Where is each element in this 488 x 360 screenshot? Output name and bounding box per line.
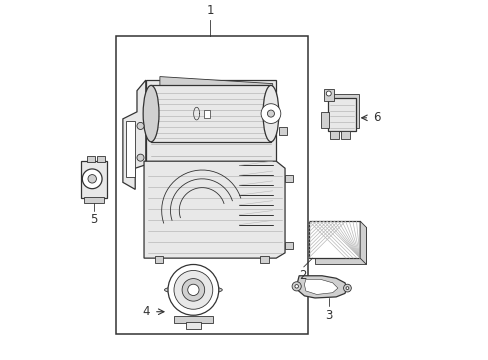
Polygon shape [145, 80, 276, 165]
Polygon shape [328, 98, 355, 131]
Bar [174, 316, 212, 323]
Bar [260, 256, 268, 263]
Circle shape [291, 282, 301, 291]
Bar [279, 127, 286, 135]
Polygon shape [144, 161, 285, 258]
Polygon shape [122, 80, 145, 189]
Polygon shape [315, 228, 366, 265]
Polygon shape [160, 77, 272, 140]
Bar [285, 242, 292, 249]
Circle shape [294, 284, 298, 288]
Text: 4: 4 [142, 305, 149, 318]
Circle shape [174, 270, 212, 309]
Bar [285, 175, 292, 183]
Circle shape [168, 265, 218, 315]
Polygon shape [151, 85, 270, 142]
Bar [84, 197, 103, 203]
Circle shape [88, 175, 96, 183]
Bar [341, 131, 349, 139]
Text: 5: 5 [90, 213, 98, 226]
Text: 6: 6 [372, 111, 380, 124]
Circle shape [137, 154, 144, 161]
Text: 2: 2 [298, 269, 306, 282]
Polygon shape [359, 221, 366, 265]
Polygon shape [331, 94, 359, 128]
Polygon shape [304, 279, 337, 294]
Circle shape [346, 287, 348, 289]
Polygon shape [324, 89, 333, 100]
Bar [321, 112, 328, 128]
Circle shape [267, 110, 274, 117]
Text: 1: 1 [206, 4, 213, 17]
Bar [203, 110, 209, 118]
Bar [87, 156, 95, 162]
Ellipse shape [164, 285, 222, 294]
Bar [116, 36, 307, 334]
Ellipse shape [263, 85, 278, 142]
Bar [154, 256, 163, 263]
Bar [185, 322, 201, 329]
Circle shape [137, 122, 144, 130]
Bar [97, 156, 105, 162]
Circle shape [82, 169, 102, 189]
Polygon shape [308, 221, 359, 258]
Circle shape [343, 284, 350, 292]
Circle shape [325, 91, 330, 96]
Text: 3: 3 [325, 309, 332, 322]
Bar [125, 121, 134, 177]
Polygon shape [297, 276, 346, 298]
Bar [329, 131, 338, 139]
Ellipse shape [143, 85, 159, 142]
Circle shape [182, 279, 204, 301]
Circle shape [187, 284, 199, 296]
Polygon shape [81, 161, 107, 198]
Circle shape [261, 104, 280, 123]
